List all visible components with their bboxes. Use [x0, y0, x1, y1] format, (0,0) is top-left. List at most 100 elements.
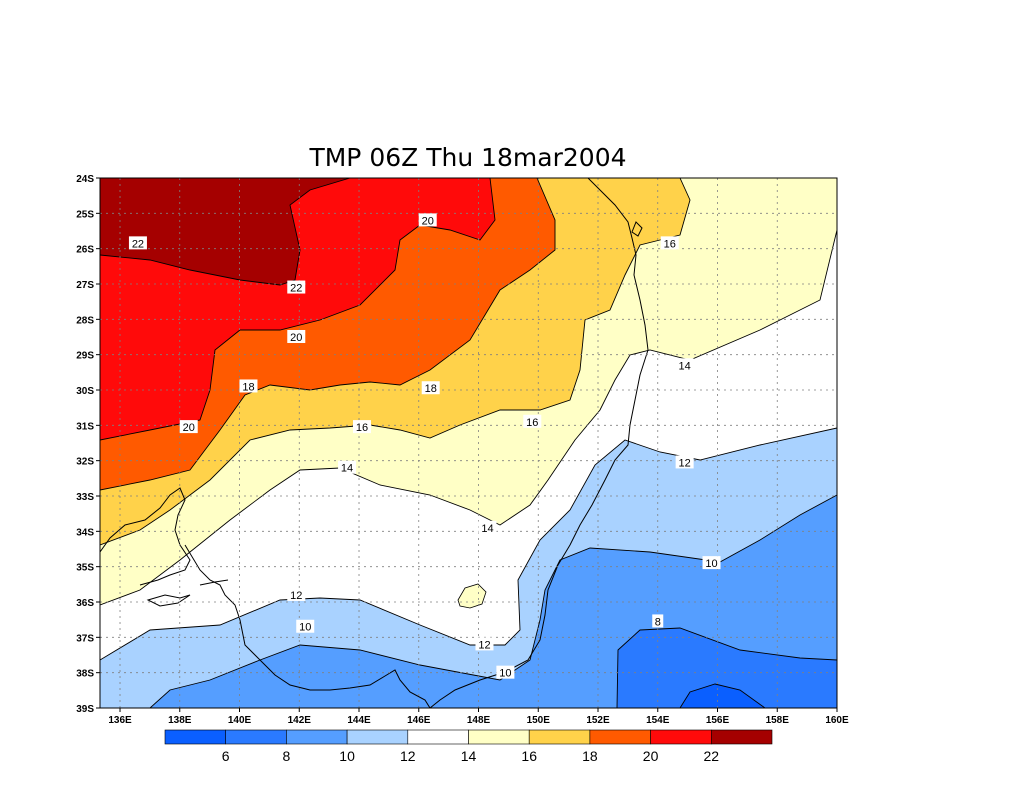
band-above-22: [100, 178, 350, 285]
contour-label: 16: [526, 417, 538, 429]
filled-contours: [100, 178, 837, 708]
lon-tick-label: 148E: [467, 715, 491, 726]
lat-tick-label: 25S: [76, 209, 94, 220]
contour-label-bg: [675, 455, 694, 469]
lat-tick-label: 26S: [76, 245, 94, 256]
colorbar-swatch: [650, 729, 712, 745]
contour-label-bg: [478, 520, 497, 534]
contour-label: 20: [183, 422, 195, 434]
contour-label-bg: [702, 556, 721, 570]
band-18-20: [100, 178, 555, 490]
lat-tick-label: 32S: [76, 457, 94, 468]
colorbar-swatch: [468, 729, 530, 745]
colorbar-swatch: [528, 729, 591, 745]
longitude-ticks: 136E 138E 140E 142E 144E 146E 148E 150E 152E 154E…: [108, 708, 849, 726]
colorbar-label: 22: [704, 748, 720, 764]
contour-label: 10: [299, 622, 311, 634]
contour-label-bg: [475, 637, 494, 651]
contour-label-bg: [287, 280, 306, 294]
contour-label-bg: [660, 236, 679, 250]
colorbar-swatch: [407, 729, 469, 745]
contour-label-bg: [523, 414, 542, 428]
graticule: [100, 178, 837, 708]
colorbar-label: 6: [222, 748, 230, 764]
contour-label: 12: [478, 639, 490, 651]
band-6-8: [617, 628, 837, 708]
lon-tick-label: 152E: [586, 715, 610, 726]
lat-tick-label: 37S: [76, 633, 94, 644]
lon-tick-label: 140E: [228, 715, 252, 726]
contour-label-bg: [352, 420, 371, 434]
colorbar-label: 14: [461, 748, 477, 764]
band-10-12: [100, 428, 837, 708]
contour-label-bg: [239, 379, 258, 393]
lat-tick-label: 36S: [76, 598, 94, 609]
lat-tick-label: 38S: [76, 669, 94, 680]
contour-label: 18: [425, 383, 437, 395]
lat-tick-label: 29S: [76, 351, 94, 362]
contour-label-bg: [287, 587, 306, 601]
lon-tick-label: 154E: [646, 715, 670, 726]
colorbar-swatch: [164, 729, 227, 745]
contour-label: 22: [132, 238, 144, 250]
contour-label: 16: [356, 422, 368, 434]
band-16-18: [100, 178, 690, 545]
contour-label: 12: [290, 590, 302, 602]
band-20-22: [100, 178, 495, 440]
contour-labels: 22 22 20 20 20 18 18 16 16 16 14 14 14 12 12 12 10 10 10 8: [128, 213, 721, 680]
lon-tick-label: 158E: [766, 715, 790, 726]
colorbar-swatch: [710, 729, 773, 745]
band-14-16: [100, 178, 837, 605]
contour-label: 20: [290, 332, 302, 344]
contour-label-bg: [179, 420, 198, 434]
colorbar-swatch: [225, 729, 287, 745]
colorbar-swatch: [346, 729, 409, 745]
contour-label-bg: [675, 358, 694, 372]
contour-label: 22: [290, 283, 302, 295]
colorbar-swatch: [286, 729, 348, 745]
contour-label: 10: [499, 668, 511, 680]
coastline: [100, 178, 649, 708]
contour-label: 16: [664, 238, 676, 250]
colorbar-label: 20: [643, 748, 659, 764]
lon-tick-label: 142E: [288, 715, 312, 726]
contour-label-bg: [296, 619, 315, 633]
contour-label: 10: [705, 558, 717, 570]
contour-label: 20: [422, 215, 434, 227]
lat-tick-label: 31S: [76, 421, 94, 432]
contour-label: 12: [679, 457, 691, 469]
lat-tick-label: 35S: [76, 563, 94, 574]
contour-label-bg: [652, 614, 664, 628]
lat-tick-label: 28S: [76, 315, 94, 326]
band-below-6: [680, 684, 765, 708]
colorbar-label: 16: [521, 748, 537, 764]
contour-label-bg: [418, 213, 437, 227]
contour-label-bg: [287, 330, 306, 343]
lon-tick-label: 160E: [825, 715, 849, 726]
lon-tick-label: 138E: [168, 715, 192, 726]
contour-label-bg: [496, 665, 515, 679]
contour-label: 18: [242, 381, 254, 393]
lon-tick-label: 144E: [347, 715, 371, 726]
contour-label-bg: [128, 236, 147, 250]
lon-tick-label: 146E: [407, 715, 431, 726]
lat-tick-label: 27S: [76, 280, 94, 291]
lon-tick-label: 156E: [706, 715, 730, 726]
colorbar: 6 8 10 12 14 16 18 20 22: [164, 729, 773, 764]
contour-label: 14: [481, 523, 493, 535]
colorbar-label: 18: [582, 748, 598, 764]
lat-tick-label: 30S: [76, 386, 94, 397]
lat-tick-label: 24S: [76, 174, 94, 185]
lat-tick-label: 33S: [76, 492, 94, 503]
contour-label: 14: [341, 463, 353, 475]
colorbar-label: 10: [339, 748, 355, 764]
colorbar-label: 8: [283, 748, 291, 764]
map-frame: [99, 177, 838, 709]
map-title: TMP 06Z Thu 18mar2004: [308, 143, 626, 172]
contour-label-bg: [421, 381, 440, 395]
lat-tick-label: 34S: [76, 527, 94, 538]
lon-tick-label: 136E: [108, 715, 132, 726]
colorbar-swatch: [589, 729, 651, 745]
